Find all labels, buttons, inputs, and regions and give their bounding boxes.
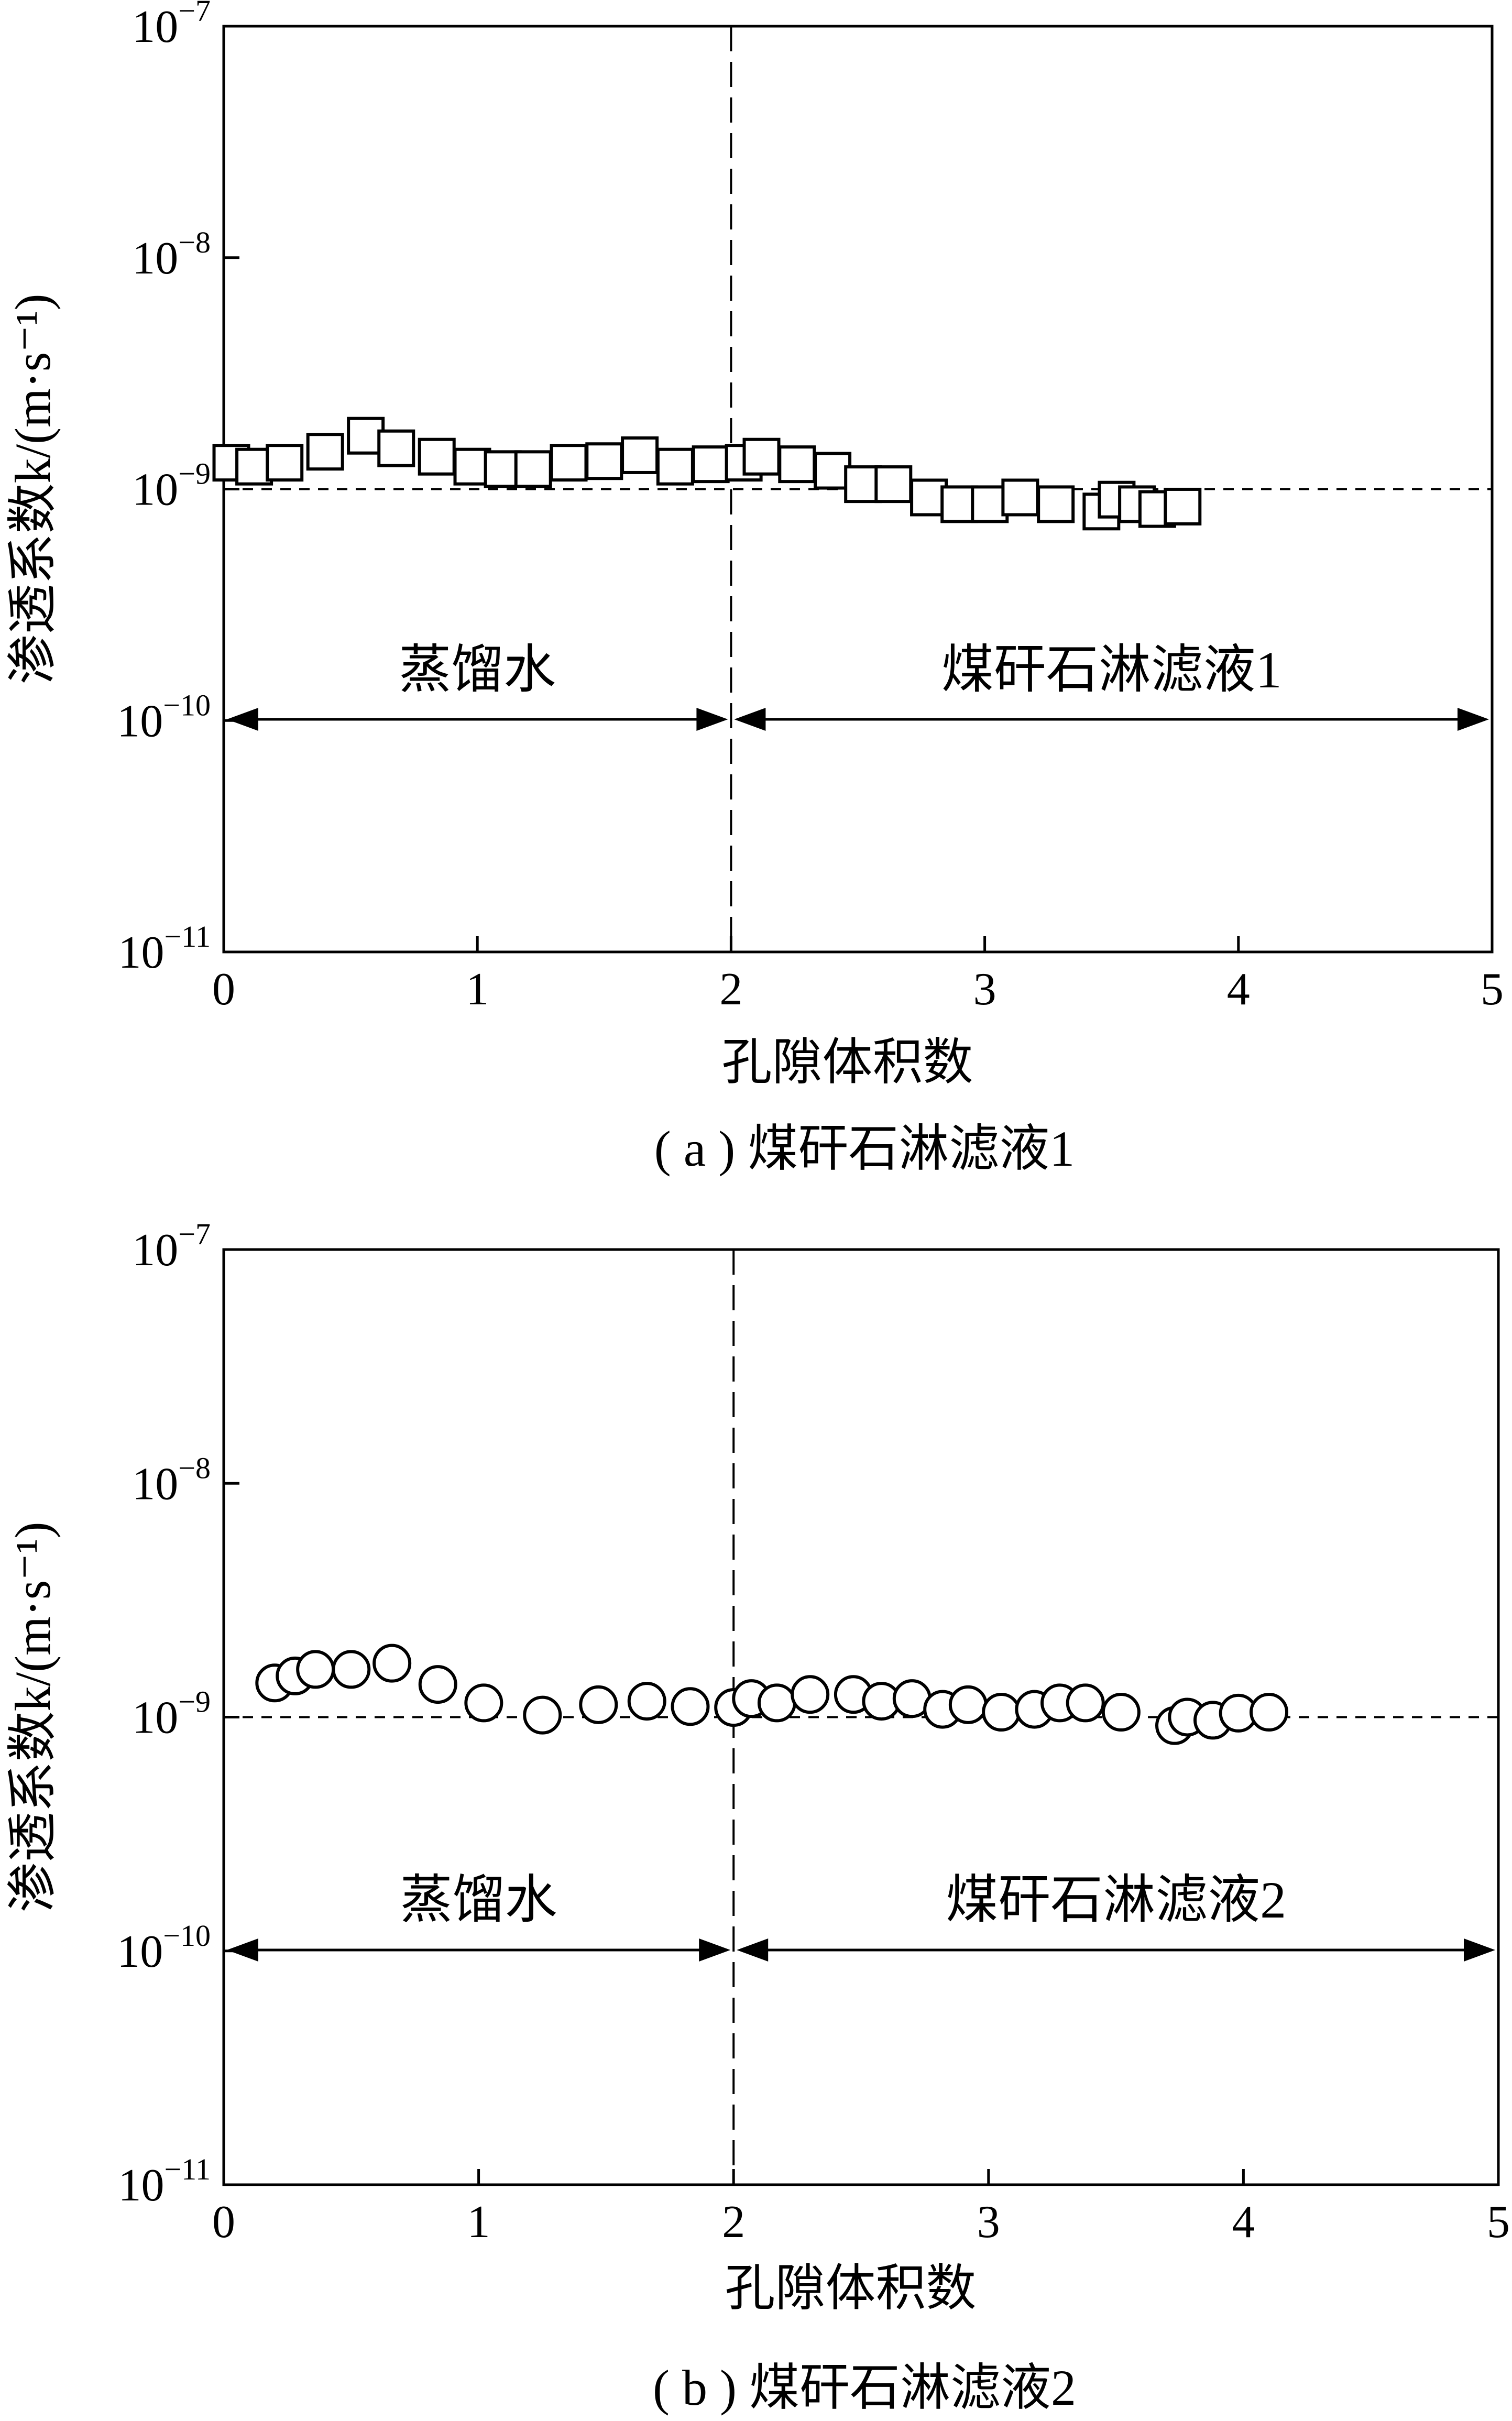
y-tick-base: 10 <box>132 233 178 284</box>
x-tick-label: 1 <box>466 964 489 1015</box>
panel-caption: ( b ) 煤矸石淋滤液2 <box>653 2360 1076 2416</box>
region-label: 煤矸石淋滤液2 <box>946 1871 1286 1929</box>
y-tick-label: 10−7 <box>132 0 211 52</box>
data-point <box>1250 1693 1289 1732</box>
data-point <box>1037 485 1075 523</box>
data-point <box>971 485 1009 523</box>
region-label: 蒸馏水 <box>399 641 556 699</box>
y-tick-exponent: −11 <box>164 2152 211 2186</box>
data-point <box>372 1644 412 1683</box>
data-point <box>778 445 816 484</box>
x-tick-label: 2 <box>722 2197 745 2248</box>
data-point <box>874 465 913 503</box>
data-point <box>627 1682 666 1721</box>
y-tick-base: 10 <box>117 696 163 747</box>
y-tick-label: 10−9 <box>132 1685 211 1744</box>
region-label: 煤矸石淋滤液1 <box>941 641 1282 699</box>
data-point <box>296 1650 335 1689</box>
data-point <box>948 1685 988 1724</box>
y-tick-exponent: −10 <box>163 1919 211 1953</box>
data-point <box>1164 487 1202 525</box>
y-tick-base: 10 <box>118 927 164 978</box>
data-point <box>332 1650 371 1689</box>
y-tick-label: 10−11 <box>118 2152 211 2211</box>
x-tick-label: 5 <box>1487 2197 1510 2248</box>
data-point <box>523 1695 562 1735</box>
region-arrow-head-right <box>699 1938 731 1962</box>
data-point <box>347 417 385 455</box>
data-point <box>418 437 456 476</box>
x-tick-label: 4 <box>1227 964 1250 1015</box>
region-arrow-head-left <box>227 1938 258 1962</box>
y-axis-title: 渗透系数k/(m·s⁻¹) <box>5 293 61 684</box>
region-label: 蒸馏水 <box>400 1871 557 1929</box>
data-point <box>1101 1693 1141 1732</box>
data-point <box>1066 1683 1105 1723</box>
x-tick-label: 0 <box>212 964 235 1015</box>
y-tick-base: 10 <box>132 1225 178 1276</box>
x-tick-label: 2 <box>719 964 742 1015</box>
y-tick-exponent: −9 <box>178 457 211 491</box>
y-tick-label: 10−9 <box>132 457 211 516</box>
y-tick-base: 10 <box>117 1926 163 1977</box>
y-tick-exponent: −7 <box>178 1217 211 1251</box>
y-tick-base: 10 <box>132 1459 178 1509</box>
y-tick-exponent: −7 <box>178 0 211 28</box>
data-point <box>1001 478 1039 517</box>
x-tick-label: 5 <box>1481 964 1504 1015</box>
y-tick-base: 10 <box>118 2160 164 2211</box>
data-point <box>306 433 344 471</box>
y-tick-label: 10−11 <box>118 919 211 978</box>
region-arrow-head-right <box>696 708 728 731</box>
data-point <box>791 1675 830 1714</box>
data-point <box>692 445 730 484</box>
y-tick-exponent: −11 <box>164 919 211 954</box>
region-arrow-head-right <box>1458 708 1489 731</box>
y-tick-label: 10−10 <box>117 688 211 747</box>
region-arrow-head-left <box>734 708 766 731</box>
data-point <box>585 442 623 480</box>
y-tick-exponent: −8 <box>178 1451 211 1485</box>
data-point <box>656 447 694 486</box>
y-tick-label: 10−8 <box>132 1451 211 1509</box>
data-point <box>671 1687 710 1726</box>
data-point <box>266 444 304 482</box>
data-point <box>579 1685 618 1724</box>
y-tick-exponent: −8 <box>178 225 211 259</box>
data-point <box>418 1665 457 1704</box>
y-tick-label: 10−10 <box>117 1919 211 1977</box>
y-tick-exponent: −10 <box>163 688 211 722</box>
y-tick-label: 10−7 <box>132 1217 211 1276</box>
x-tick-label: 3 <box>973 964 996 1015</box>
data-point <box>514 450 552 488</box>
region-arrow-head-left <box>227 708 258 731</box>
data-point <box>464 1683 503 1723</box>
x-tick-label: 1 <box>467 2197 490 2248</box>
y-axis-title: 渗透系数k/(m·s⁻¹) <box>5 1521 61 1912</box>
y-tick-base: 10 <box>132 1693 178 1744</box>
data-point <box>550 444 588 482</box>
panel-caption: ( a ) 煤矸石淋滤液1 <box>654 1121 1075 1177</box>
data-point <box>742 437 781 476</box>
x-axis-title: 孔隙体积数 <box>725 2260 977 2316</box>
data-point <box>377 429 415 467</box>
y-tick-base: 10 <box>132 465 178 516</box>
data-point <box>982 1693 1021 1732</box>
region-arrow-head-left <box>737 1938 769 1962</box>
x-tick-label: 4 <box>1232 2197 1255 2248</box>
data-point <box>621 436 659 474</box>
x-axis-title: 孔隙体积数 <box>722 1034 973 1090</box>
y-tick-base: 10 <box>132 2 178 52</box>
x-tick-label: 0 <box>212 2197 235 2248</box>
y-tick-exponent: −9 <box>178 1685 211 1719</box>
x-tick-label: 3 <box>977 2197 1000 2248</box>
data-point <box>757 1683 796 1723</box>
y-tick-label: 10−8 <box>132 225 211 284</box>
region-arrow-head-right <box>1464 1938 1495 1962</box>
